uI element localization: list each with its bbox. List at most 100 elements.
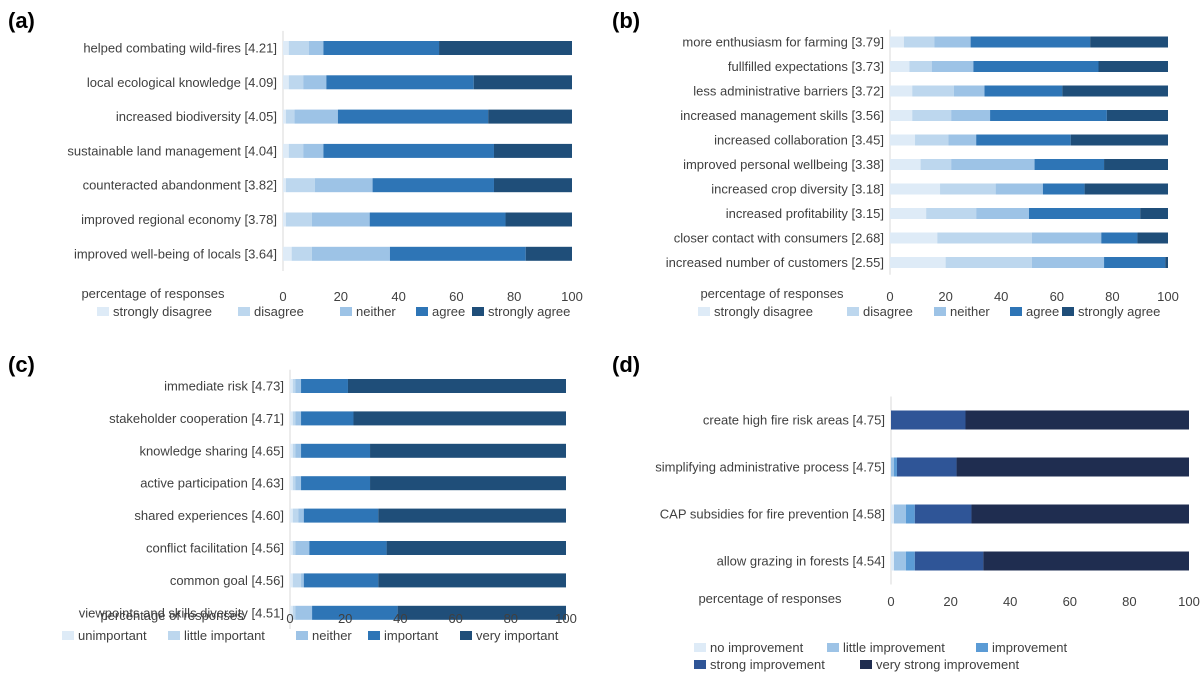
- bar-segment-strongly-disagree: [890, 159, 921, 170]
- bar-segment-strongly-agree: [493, 178, 572, 193]
- panel-b: (b) more enthusiasm for farming [3.79] fu…: [612, 8, 1179, 319]
- legend-swatch: [1010, 307, 1022, 316]
- bar-segment-neither: [951, 159, 1035, 170]
- x-axis-title: percentage of responses: [81, 286, 225, 301]
- bar-segment-neither: [295, 476, 302, 491]
- bar-segment-strongly-agree: [1098, 61, 1168, 72]
- category-label: increased management skills [3.56]: [680, 108, 884, 123]
- bar-segment-agree: [323, 143, 494, 158]
- bar-segment-neither: [311, 246, 390, 261]
- panel-a: (a) helped combating wild-fires [4.21] lo…: [8, 8, 583, 319]
- bar-segment-disagree: [285, 212, 312, 227]
- x-tick-label: 60: [448, 611, 462, 626]
- legend-swatch: [694, 660, 706, 669]
- category-label: sustainable land management [4.04]: [67, 143, 277, 158]
- legend-swatch: [860, 660, 872, 669]
- x-tick-label: 20: [338, 611, 352, 626]
- bar-segment-agree: [337, 109, 489, 124]
- bar-segment-agree: [326, 75, 474, 90]
- bar-segment-neither: [295, 605, 313, 620]
- bar-segment-very-important: [386, 541, 566, 555]
- x-axis-title: percentage of responses: [700, 286, 844, 301]
- category-label: increased biodiversity [4.05]: [116, 109, 277, 124]
- bar-segment-little-important: [292, 605, 296, 620]
- bar-segment-little-important: [292, 379, 296, 393]
- bar-segment-important: [303, 508, 379, 523]
- bar-segment-neither: [309, 41, 324, 55]
- bar-segment-disagree: [926, 208, 977, 219]
- category-label: create high fire risk areas [4.75]: [703, 413, 885, 428]
- x-tick-label: 0: [279, 289, 286, 304]
- bar-segment-very-important: [347, 379, 566, 393]
- panel-c-letter: (c): [8, 352, 35, 377]
- category-label: allow grazing in forests [4.54]: [717, 554, 885, 569]
- x-tick-label: 20: [938, 289, 952, 304]
- bar-segment-little-improvement: [893, 551, 906, 571]
- x-tick-label: 60: [1063, 594, 1077, 609]
- panel-c: (c) immediate risk [4.73] stakeholder coo…: [8, 352, 577, 643]
- legend-label: neither: [312, 628, 352, 643]
- bar-segment-strongly-disagree: [283, 109, 286, 124]
- bar-segment-neither: [295, 443, 302, 458]
- bar-segment-important: [301, 476, 371, 491]
- bar-segment-disagree: [291, 246, 312, 261]
- bar-segment-disagree: [915, 134, 949, 146]
- category-label: improved regional economy [3.78]: [81, 212, 277, 227]
- bar-segment-strongly-disagree: [283, 246, 292, 261]
- bar-segment-neither: [951, 110, 991, 121]
- bar-segment-very-strong-improvement: [956, 457, 1189, 477]
- bar-segment-important: [301, 411, 354, 426]
- bar-segment-agree: [389, 246, 526, 261]
- bar-segment-disagree: [288, 143, 304, 158]
- panel-a-letter: (a): [8, 8, 35, 33]
- bar-segment-important: [303, 573, 379, 588]
- bar-segment-neither: [953, 85, 985, 97]
- bar-segment-little-important: [292, 476, 296, 491]
- bar-segment-neither: [295, 379, 302, 393]
- legend-swatch: [97, 307, 109, 316]
- bar-segment-disagree: [912, 85, 954, 97]
- bar-segment-strongly-disagree: [890, 36, 904, 48]
- bar-segment-unimportant: [290, 605, 293, 620]
- category-label: more enthusiasm for farming [3.79]: [682, 35, 884, 50]
- legend-label: neither: [950, 304, 990, 319]
- legend-label: strong improvement: [710, 657, 825, 672]
- category-label: knowledge sharing [4.65]: [139, 443, 284, 458]
- legend-label: disagree: [863, 304, 913, 319]
- bar-segment-strongly-agree: [1070, 134, 1168, 146]
- x-tick-label: 40: [393, 611, 407, 626]
- x-tick-label: 40: [391, 289, 405, 304]
- bar-segment-strongly-agree: [1137, 232, 1168, 244]
- bar-segment-disagree: [285, 109, 295, 124]
- bar-segment-important: [309, 541, 387, 555]
- legend-label: important: [384, 628, 439, 643]
- x-axis-title: percentage of responses: [100, 608, 244, 623]
- bar-segment-agree: [973, 61, 1099, 72]
- bar-segment-strong-improvement: [896, 457, 957, 477]
- category-label: helped combating wild-fires [4.21]: [83, 41, 277, 56]
- bar-segment-agree: [1034, 159, 1105, 170]
- bar-segment-strongly-agree: [493, 143, 572, 158]
- x-tick-label: 20: [943, 594, 957, 609]
- category-label: immediate risk [4.73]: [164, 379, 284, 394]
- category-label: improved well-being of locals [3.64]: [74, 246, 277, 261]
- x-axis-title: percentage of responses: [698, 591, 842, 606]
- category-label: closer contact with consumers [2.68]: [674, 231, 884, 246]
- bar-segment-very-important: [353, 411, 566, 426]
- legend-swatch: [368, 631, 380, 640]
- bar-segment-unimportant: [290, 476, 293, 491]
- x-tick-label: 80: [1105, 289, 1119, 304]
- legend-swatch: [238, 307, 250, 316]
- bar-segment-unimportant: [290, 443, 293, 458]
- legend-swatch: [340, 307, 352, 316]
- x-tick-label: 80: [504, 611, 518, 626]
- bar-segment-strongly-agree: [1104, 159, 1168, 170]
- legend-label: agree: [432, 304, 465, 319]
- bar-segment-agree: [1101, 232, 1138, 244]
- legend-swatch: [62, 631, 74, 640]
- legend-label: strongly agree: [1078, 304, 1160, 319]
- legend-swatch: [472, 307, 484, 316]
- legend-label: very important: [476, 628, 559, 643]
- bar-segment-strongly-disagree: [890, 85, 913, 97]
